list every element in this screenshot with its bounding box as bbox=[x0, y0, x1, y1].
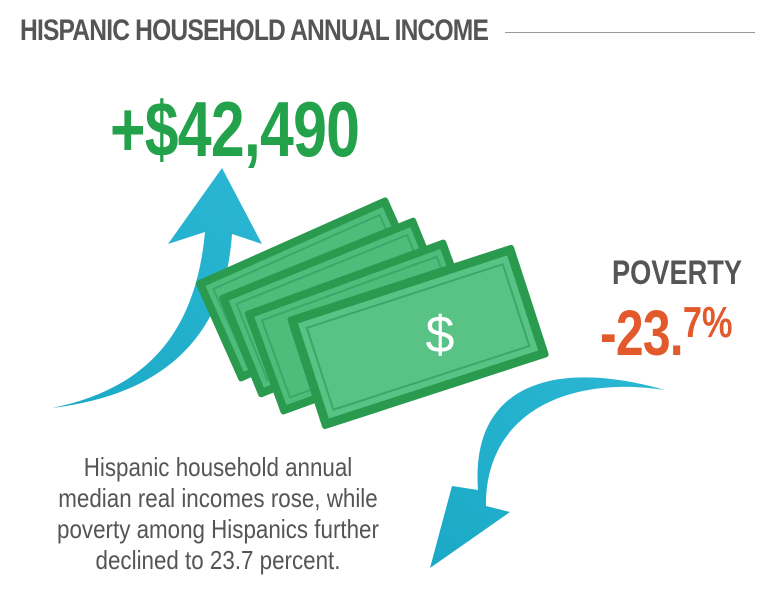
poverty-label: POVERTY bbox=[612, 254, 742, 292]
poverty-value: -23.7% bbox=[600, 296, 733, 370]
caption-text: Hispanic household annual median real in… bbox=[57, 452, 379, 575]
dollar-sign-icon: $ bbox=[426, 306, 455, 364]
curved-up-arrow-icon bbox=[52, 168, 262, 408]
income-value: +$42,490 bbox=[110, 85, 360, 173]
page-title: HISPANIC HOUSEHOLD ANNUAL INCOME bbox=[20, 14, 489, 47]
curved-down-arrow-icon bbox=[430, 377, 665, 568]
dollar-bills-icon: $ bbox=[195, 197, 549, 430]
poverty-value-decimal: 7% bbox=[682, 298, 733, 347]
header-divider bbox=[505, 32, 755, 33]
poverty-value-main: -23. bbox=[600, 297, 684, 369]
